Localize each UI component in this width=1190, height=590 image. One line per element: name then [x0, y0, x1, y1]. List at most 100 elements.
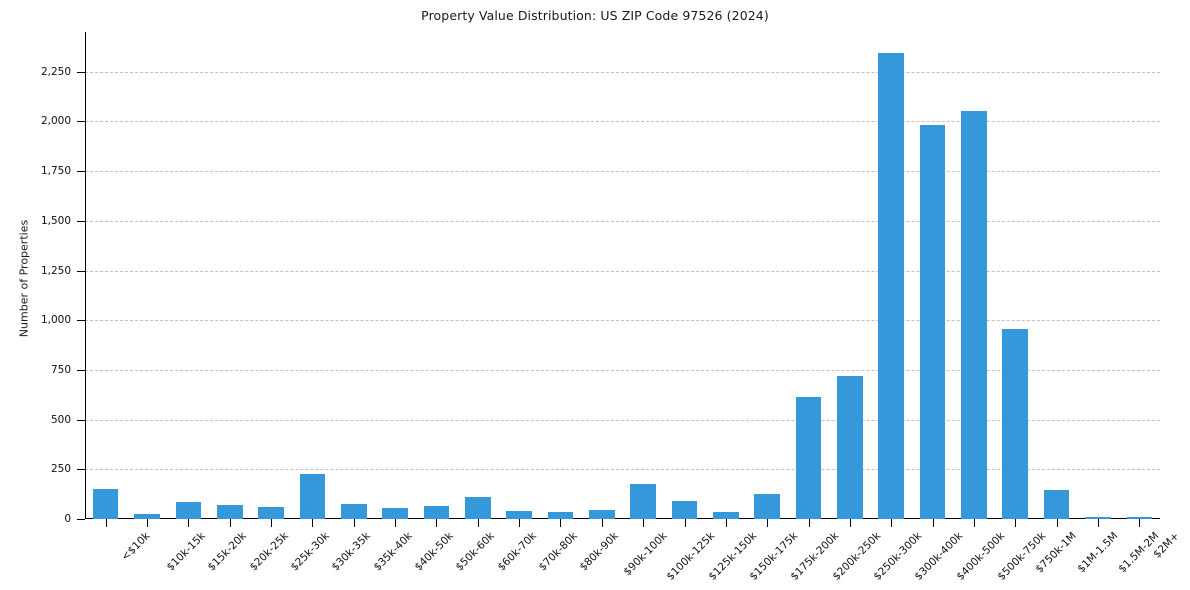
x-axis-tick: [436, 519, 438, 527]
x-axis-tick: [1097, 519, 1099, 527]
chart-title: Property Value Distribution: US ZIP Code…: [421, 8, 769, 23]
x-axis-tick: [973, 519, 975, 527]
y-axis-tick: [77, 270, 85, 272]
bar[interactable]: [630, 483, 656, 519]
x-axis-tick: [229, 519, 231, 527]
x-axis-tick: [767, 519, 769, 527]
bar[interactable]: [713, 512, 739, 519]
x-axis-tick-label: $90k-100k: [621, 530, 670, 579]
x-axis-tick: [808, 519, 810, 527]
x-axis-tick: [1015, 519, 1017, 527]
x-axis-tick: [353, 519, 355, 527]
bar[interactable]: [961, 110, 987, 519]
bar[interactable]: [547, 512, 574, 519]
gridline: [85, 171, 1160, 173]
bar[interactable]: [1043, 489, 1070, 519]
x-axis-tick-label: $60k-70k: [495, 530, 539, 574]
x-axis-tick: [147, 519, 149, 527]
y-axis-tick: [77, 71, 85, 73]
x-axis-tick: [849, 519, 851, 527]
x-axis-tick: [519, 519, 521, 527]
gridline: [85, 270, 1160, 272]
y-axis-tick-label: 0: [64, 513, 71, 525]
gridline: [85, 121, 1160, 123]
bar[interactable]: [340, 503, 367, 519]
bar[interactable]: [92, 488, 119, 519]
y-axis-tick: [77, 369, 85, 371]
x-axis-tick: [477, 519, 479, 527]
y-axis-tick-label: 1,500: [40, 214, 71, 227]
bar[interactable]: [837, 376, 863, 519]
y-axis-tick-label: 1,250: [40, 264, 71, 277]
bar[interactable]: [382, 508, 408, 519]
x-axis-tick-label: $80k-90k: [577, 530, 622, 574]
y-axis-tick-label: 250: [50, 463, 71, 476]
bar[interactable]: [919, 125, 946, 519]
bar[interactable]: [423, 506, 450, 519]
bar[interactable]: [258, 506, 284, 519]
x-axis-tick-label: $30k-35k: [329, 530, 374, 574]
bar[interactable]: [878, 52, 905, 519]
gridline: [85, 469, 1160, 471]
bar[interactable]: [795, 397, 822, 519]
y-axis-label: Number of Properties: [17, 219, 31, 338]
bar[interactable]: [754, 494, 781, 519]
bar[interactable]: [175, 501, 202, 519]
bar[interactable]: [671, 500, 698, 519]
gridline: [85, 220, 1160, 222]
bar[interactable]: [506, 511, 532, 519]
bar[interactable]: [216, 504, 243, 519]
x-axis-tick: [891, 519, 893, 527]
gridline: [85, 369, 1160, 371]
y-axis-tick-label: 500: [50, 413, 71, 426]
x-axis-tick-label: $35k-40k: [371, 530, 415, 574]
gridline: [85, 320, 1160, 322]
y-axis-tick-label: 1,750: [40, 165, 71, 178]
bar[interactable]: [1126, 516, 1153, 519]
x-axis-tick: [188, 519, 190, 527]
x-axis-tick: [1139, 519, 1141, 527]
x-axis-tick: [684, 519, 686, 527]
y-axis-line: [85, 32, 87, 519]
y-axis-tick-label: 2,250: [40, 65, 71, 78]
x-axis-tick: [395, 519, 397, 527]
plot-gridlines: [85, 32, 1160, 519]
x-axis-tick-label: $15k-20k: [205, 530, 250, 574]
y-axis-tick: [77, 519, 85, 520]
bar[interactable]: [464, 496, 491, 519]
x-axis-tick: [932, 519, 934, 527]
bar[interactable]: [1002, 329, 1029, 519]
x-axis-tick: [312, 519, 314, 527]
gridline: [85, 71, 1160, 73]
x-axis-tick-label: $1M-1.5M: [1074, 530, 1121, 576]
bar[interactable]: [299, 473, 326, 519]
x-axis-line: [85, 518, 1160, 520]
y-axis-tick: [77, 469, 85, 471]
y-axis-tick: [77, 220, 85, 222]
x-axis-tick-label: $25k-30k: [288, 530, 332, 574]
x-axis-tick-label: <$10k: [118, 530, 153, 564]
x-axis-tick-label: $20k-25k: [247, 530, 291, 574]
bar-series: [85, 32, 1160, 519]
x-axis-tick-label: $10k-15k: [164, 530, 208, 574]
x-axis-tick-label: $40k-50k: [412, 530, 456, 574]
y-axis-tick: [77, 171, 85, 173]
x-axis-tick-label: $50k-60k: [453, 530, 498, 574]
x-axis-tick: [105, 519, 107, 527]
x-axis-tick: [725, 519, 727, 527]
y-axis-tick-label: 750: [50, 363, 71, 376]
x-axis-tick-label: $70k-80k: [536, 530, 580, 574]
bar[interactable]: [589, 510, 615, 519]
gridline: [85, 419, 1160, 421]
x-axis-tick: [601, 519, 603, 527]
y-axis-tick: [77, 121, 85, 123]
y-axis-tick-label: 2,000: [40, 115, 71, 128]
bar[interactable]: [1085, 516, 1111, 519]
y-axis-tick-label: 1,000: [40, 314, 71, 327]
y-axis-tick: [77, 419, 85, 421]
x-axis-tick: [643, 519, 645, 527]
x-axis-tick: [560, 519, 562, 527]
x-axis-tick: [271, 519, 273, 527]
bar[interactable]: [134, 513, 160, 519]
